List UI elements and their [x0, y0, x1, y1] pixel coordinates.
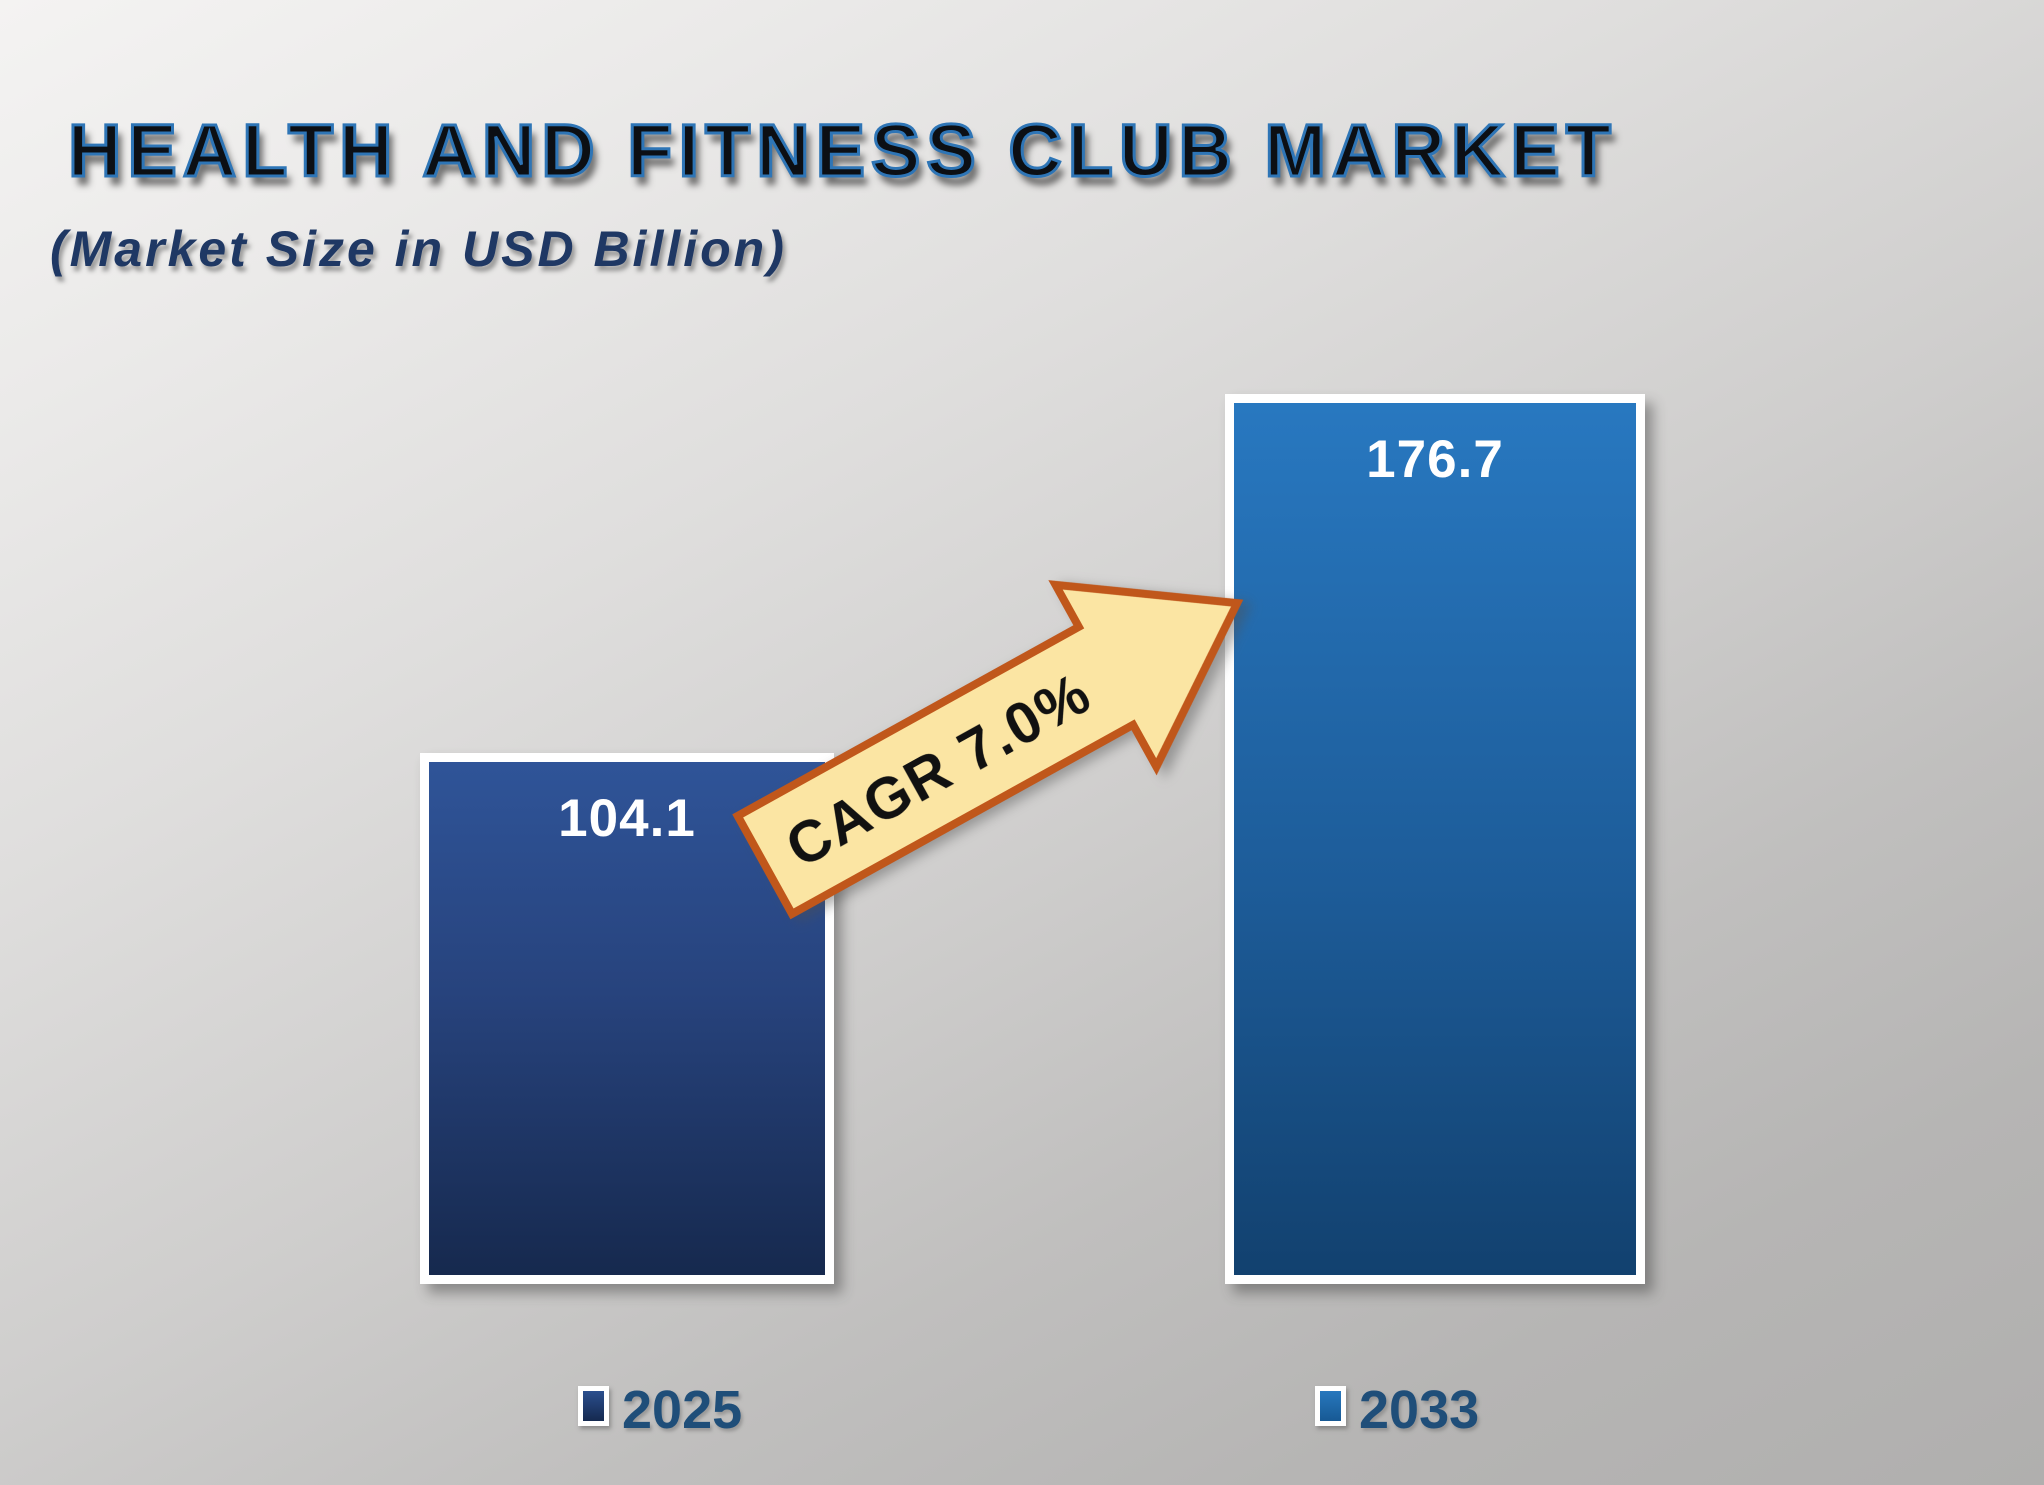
legend-label-2025: 2025	[622, 1380, 743, 1440]
legend-item-2033: 2033	[1315, 1383, 1479, 1437]
bar-2025-fill: 104.1	[429, 762, 825, 1275]
legend-swatch-2025-icon	[578, 1386, 609, 1426]
legend-label-2033: 2033	[1359, 1380, 1480, 1440]
legend-item-2025: 2025	[578, 1383, 742, 1437]
bar-2033-value-label: 176.7	[1366, 430, 1504, 489]
bar-2025: 104.1	[420, 753, 834, 1284]
legend-swatch-2033-icon	[1315, 1386, 1346, 1426]
bar-2033: 176.7	[1225, 394, 1645, 1284]
bar-2033-fill: 176.7	[1234, 403, 1636, 1275]
bar-2025-value-label: 104.1	[558, 789, 696, 848]
chart-subtitle: (Market Size in USD Billion)	[50, 221, 787, 277]
chart-title: HEALTH AND FITNESS CLUB MARKET	[67, 108, 1617, 194]
